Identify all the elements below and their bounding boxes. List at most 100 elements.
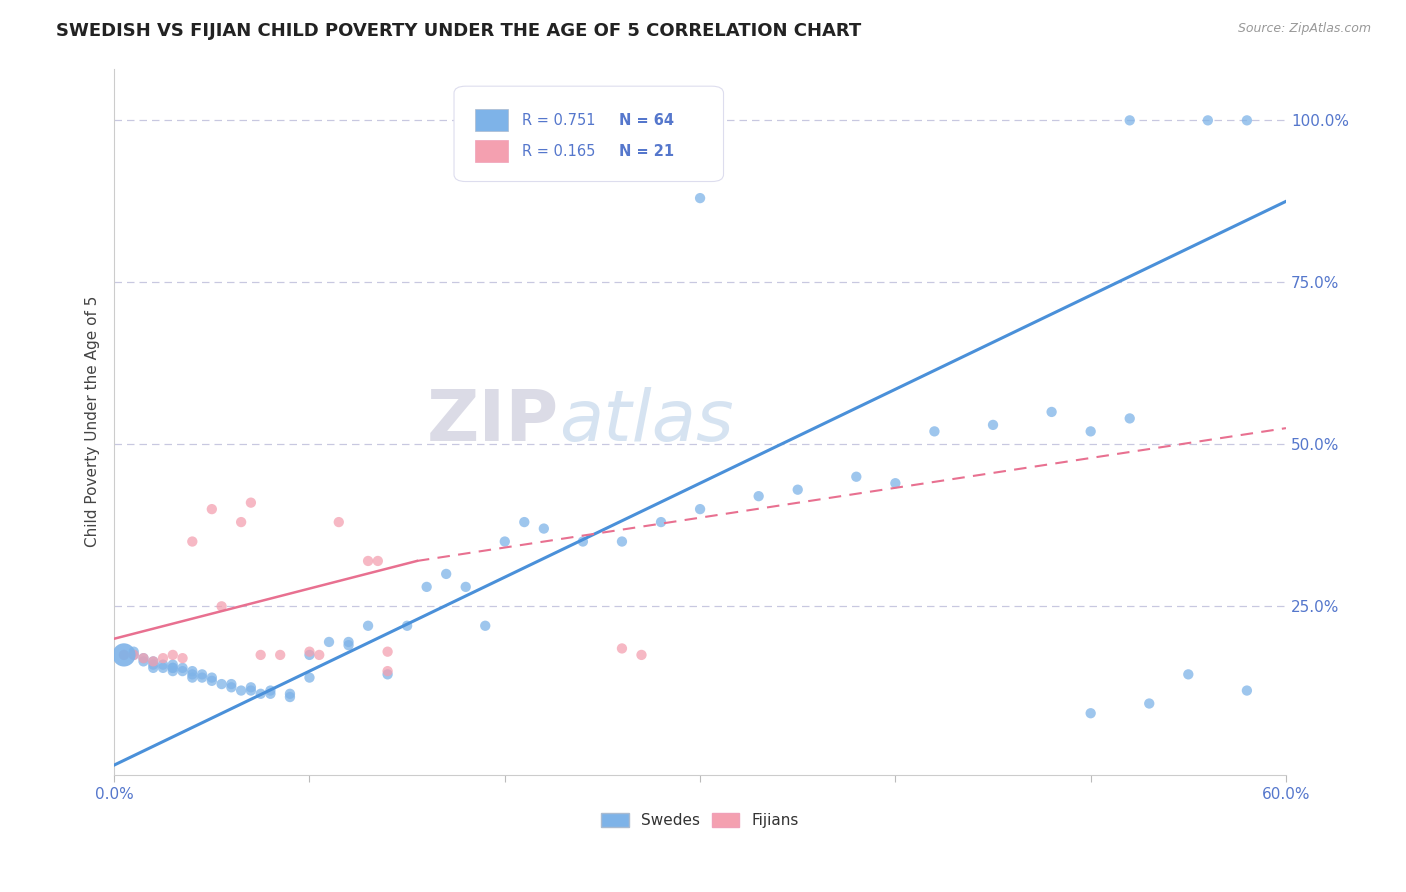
Point (884, 476, 907, 491)
Point (142, 654, 165, 668)
Point (328, 515, 350, 529)
Point (221, 677, 243, 691)
Point (239, 496, 262, 510)
Point (259, 687, 281, 701)
Point (396, 619, 419, 633)
Point (172, 664, 194, 678)
Point (278, 690, 301, 704)
Point (572, 534, 595, 549)
Point (454, 580, 477, 594)
FancyBboxPatch shape (475, 140, 508, 162)
Point (298, 648, 321, 662)
Point (239, 681, 262, 695)
Point (1177, 667, 1199, 681)
Point (415, 580, 437, 594)
Point (249, 687, 271, 701)
Point (172, 651, 194, 665)
Point (142, 661, 165, 675)
Point (162, 648, 184, 662)
Point (377, 645, 399, 659)
Point (337, 638, 360, 652)
Point (494, 534, 516, 549)
Point (162, 657, 184, 672)
Point (162, 661, 184, 675)
Point (533, 522, 555, 536)
Point (610, 641, 633, 656)
Point (181, 667, 204, 681)
Point (298, 671, 321, 685)
Point (1119, 411, 1142, 425)
Point (211, 599, 233, 614)
Point (377, 664, 399, 678)
Point (367, 554, 389, 568)
Point (201, 671, 224, 685)
Point (152, 651, 174, 665)
Point (132, 654, 155, 668)
Text: atlas: atlas (560, 387, 734, 456)
Point (1080, 425, 1102, 439)
Point (1080, 706, 1102, 721)
Point (152, 661, 174, 675)
Text: SWEDISH VS FIJIAN CHILD POVERTY UNDER THE AGE OF 5 CORRELATION CHART: SWEDISH VS FIJIAN CHILD POVERTY UNDER TH… (56, 22, 862, 40)
Point (357, 554, 380, 568)
Point (221, 681, 243, 695)
Point (1040, 405, 1063, 419)
Point (434, 566, 457, 581)
Point (845, 469, 868, 483)
Point (239, 683, 262, 698)
Text: R = 0.165: R = 0.165 (522, 144, 595, 159)
Point (122, 648, 145, 662)
Point (181, 671, 204, 685)
Point (748, 489, 770, 503)
Point (162, 664, 184, 678)
Point (689, 191, 711, 205)
Point (152, 657, 174, 672)
Point (1137, 697, 1160, 711)
Point (181, 664, 204, 678)
Point (231, 683, 253, 698)
Point (689, 502, 711, 516)
Point (112, 648, 135, 662)
Point (318, 635, 340, 649)
Point (181, 534, 204, 549)
Point (924, 425, 946, 439)
Point (122, 648, 145, 662)
Point (1236, 113, 1258, 128)
Point (474, 619, 496, 633)
Point (122, 645, 145, 659)
Point (191, 667, 214, 681)
Point (142, 657, 165, 672)
Point (377, 667, 399, 681)
Point (1119, 113, 1142, 128)
Point (981, 417, 1004, 432)
Point (269, 648, 291, 662)
Point (191, 671, 214, 685)
Point (786, 483, 808, 497)
Point (278, 687, 301, 701)
Point (162, 661, 184, 675)
Point (132, 651, 155, 665)
Point (132, 651, 155, 665)
Point (1236, 683, 1258, 698)
Point (337, 635, 360, 649)
Point (112, 648, 135, 662)
Point (298, 645, 321, 659)
Point (1197, 113, 1219, 128)
Point (249, 648, 271, 662)
Point (357, 619, 380, 633)
Point (259, 683, 281, 698)
Point (201, 502, 224, 516)
Y-axis label: Child Poverty Under the Age of 5: Child Poverty Under the Age of 5 (86, 296, 100, 548)
Point (231, 515, 253, 529)
Point (112, 648, 135, 662)
Point (142, 654, 165, 668)
Point (513, 515, 536, 529)
FancyBboxPatch shape (475, 109, 508, 131)
Point (650, 515, 672, 529)
Text: N = 64: N = 64 (619, 112, 675, 128)
Point (610, 534, 633, 549)
Point (630, 648, 652, 662)
Legend: Swedes, Fijians: Swedes, Fijians (595, 806, 806, 834)
FancyBboxPatch shape (454, 87, 724, 182)
Text: N = 21: N = 21 (619, 144, 675, 159)
